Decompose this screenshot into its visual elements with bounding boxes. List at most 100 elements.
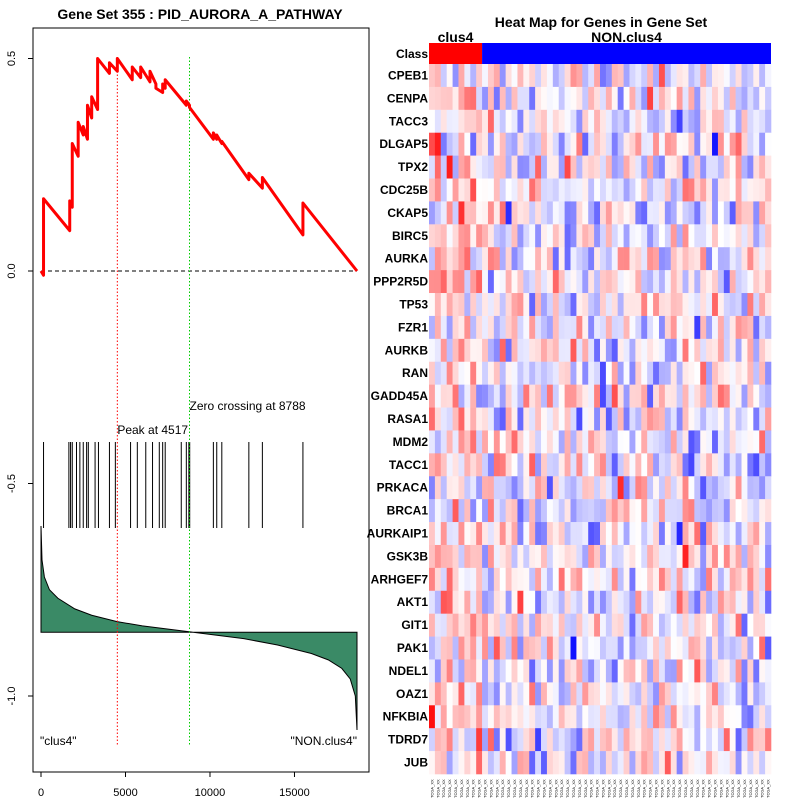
es-line	[39, 57, 359, 277]
heatmap-cell	[700, 315, 707, 340]
heatmap-cell	[747, 682, 754, 706]
heatmap-cell	[440, 728, 447, 752]
heatmap-cell	[600, 361, 607, 385]
heatmap-cell	[594, 178, 601, 202]
heatmap-cell	[511, 361, 518, 385]
heatmap-cell	[546, 499, 554, 523]
gene-label: AURKAIP1	[367, 527, 429, 541]
heatmap-cell	[670, 590, 677, 614]
heatmap-cell	[741, 201, 748, 225]
heatmap-cell	[723, 338, 731, 363]
heatmap-cell	[706, 590, 713, 614]
heatmap-cell	[576, 270, 583, 294]
heatmap-cell	[517, 293, 524, 317]
heatmap-cell	[582, 270, 589, 294]
heatmap-cell	[535, 178, 542, 202]
heatmap-cell	[523, 361, 530, 385]
heatmap-cell	[523, 247, 530, 271]
heatmap-cell	[747, 109, 754, 134]
sample-label: TCGA_XX	[429, 779, 434, 798]
heatmap-cell	[482, 682, 489, 706]
heatmap-cell	[458, 659, 465, 683]
heatmap-cell	[753, 384, 760, 408]
heatmap-cell	[570, 86, 577, 111]
heatmap-cell	[647, 430, 654, 454]
heatmap-cell	[700, 224, 707, 248]
heatmap-cell	[741, 682, 748, 706]
heatmap-cell	[670, 293, 677, 317]
sample-label: TCGA_XX	[536, 779, 541, 798]
heatmap-cell	[700, 86, 707, 111]
sample-label: TCGA_XX	[488, 779, 493, 798]
heatmap-cell	[529, 338, 536, 363]
heatmap-cell	[558, 407, 565, 431]
heatmap-cell	[706, 476, 713, 500]
heatmap-cell	[623, 132, 630, 156]
heatmap-cell	[458, 64, 465, 88]
heatmap-cell	[629, 315, 636, 340]
heatmap-cell	[487, 499, 495, 523]
gene-label: CPEB1	[388, 68, 428, 82]
heatmap-cell	[582, 132, 589, 156]
heatmap-cell	[647, 659, 654, 683]
heatmap-cell	[617, 361, 624, 385]
heatmap-cell	[694, 361, 701, 385]
heatmap-cell	[588, 751, 595, 775]
heatmap-cell	[482, 201, 489, 225]
heatmap-cell	[541, 453, 548, 477]
heatmap-cell	[529, 682, 536, 706]
heatmap-cell	[505, 636, 512, 660]
heatmap-cell	[605, 728, 613, 752]
heatmap-cell	[529, 613, 536, 637]
heatmap-cell	[546, 315, 554, 340]
heatmap-cell	[653, 499, 660, 523]
heatmap-cell	[723, 430, 731, 454]
heatmap-cell	[458, 315, 465, 340]
heatmap-cell	[511, 636, 518, 660]
heatmap-cell	[452, 315, 459, 340]
heatmap-cell	[476, 613, 483, 637]
heatmap-cell	[712, 178, 719, 202]
heatmap-cell	[723, 453, 731, 477]
heatmap-cell	[753, 751, 760, 775]
heatmap-cell	[623, 476, 630, 500]
heatmap-cell	[658, 155, 666, 179]
heatmap-cell	[765, 659, 772, 683]
heatmap-cell	[670, 361, 677, 385]
heatmap-cell	[741, 590, 748, 614]
heatmap-cell	[446, 132, 453, 156]
heatmap-cell	[552, 567, 560, 592]
heatmap-cell	[541, 384, 548, 408]
heatmap-cell	[600, 178, 607, 202]
heatmap-cell	[635, 64, 642, 88]
heatmap-cell	[617, 682, 624, 706]
heatmap-cell	[735, 567, 742, 592]
heatmap-cell	[647, 682, 654, 706]
heatmap-cell	[623, 590, 630, 614]
heatmap-cell	[487, 453, 495, 477]
gene-label: CENPA	[387, 91, 428, 105]
heatmap-cell	[623, 544, 630, 569]
sample-label: TCGA_XX	[748, 779, 753, 798]
heatmap-cell	[759, 590, 766, 614]
gene-label: ARHGEF7	[371, 572, 429, 586]
heatmap-cell	[723, 659, 731, 683]
heatmap-cell	[670, 178, 677, 202]
heatmap-cell	[611, 636, 618, 660]
heatmap-cell	[523, 567, 530, 592]
heatmap-cell	[505, 567, 512, 592]
heatmap-cell	[476, 728, 483, 752]
heatmap-cell	[582, 522, 589, 546]
heatmap-cell	[706, 636, 713, 660]
heatmap-cell	[594, 567, 601, 592]
heatmap-cell	[564, 613, 571, 637]
heatmap-cell	[434, 728, 442, 752]
heatmap-cell	[464, 338, 471, 363]
sample-label: TCGA_XX	[524, 779, 529, 798]
heatmap-cell	[629, 270, 636, 294]
heatmap-cell	[694, 338, 701, 363]
heatmap-cell	[658, 476, 666, 500]
heatmap-cell	[588, 338, 595, 363]
heatmap-cell	[706, 453, 713, 477]
gene-label: RAN	[402, 366, 428, 380]
